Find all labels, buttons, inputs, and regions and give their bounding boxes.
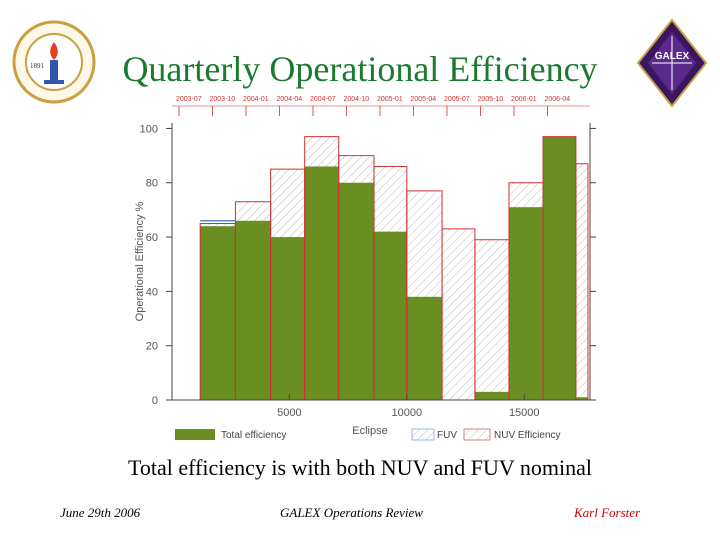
legend-total-swatch (175, 429, 215, 440)
total-efficiency-bar (508, 207, 544, 400)
seal-year: 1891 (30, 62, 45, 70)
total-efficiency-bar (270, 237, 305, 400)
quarter-label: 2006-01 (511, 96, 537, 103)
quarter-label: 2004-07 (310, 96, 336, 103)
quarter-label: 2003-07 (176, 96, 202, 103)
footer-date: June 29th 2006 (60, 505, 141, 520)
y-tick-label: 0 (152, 395, 158, 407)
y-tick-label: 80 (146, 178, 158, 190)
total-efficiency-bar (200, 226, 236, 400)
total-efficiency-bar (304, 166, 339, 400)
total-efficiency-bar (543, 136, 576, 400)
quarter-label: 2006-04 (545, 96, 571, 103)
quarter-label: 2005-04 (411, 96, 437, 103)
total-efficiency-bar (338, 182, 374, 400)
total-efficiency-bar (373, 231, 407, 400)
slide-title: Quarterly Operational Efficiency (122, 49, 598, 89)
quarter-label: 2004-04 (277, 96, 303, 103)
total-efficiency-bar (406, 296, 443, 400)
y-tick-label: 100 (140, 123, 158, 135)
legend-nuv-label: NUV Efficiency (494, 430, 561, 441)
quarter-label: 2005-10 (478, 96, 504, 103)
slide-subtitle: Total efficiency is with both NUV and FU… (127, 455, 593, 480)
galex-logo-icon: GALEX (636, 18, 708, 108)
y-tick-label: 60 (146, 232, 158, 244)
nuv-hatch-bar (575, 163, 588, 400)
x-tick-label: 15000 (509, 407, 540, 419)
quarter-label: 2004-01 (243, 96, 269, 103)
total-efficiency-bar (474, 391, 509, 400)
legend-fuv-swatch (411, 428, 435, 441)
quarter-label: 2005-07 (444, 96, 470, 103)
legend-fuv-label: FUV (437, 430, 457, 441)
footer-event: GALEX Operations Review (280, 505, 423, 520)
quarter-label: 2003-10 (210, 96, 236, 103)
y-axis-label: Operational Efficiency % (134, 201, 146, 321)
nuv-hatch-bar (474, 239, 509, 400)
x-tick-label: 5000 (277, 407, 301, 419)
total-efficiency-bar (235, 220, 271, 400)
galex-logo-text: GALEX (655, 51, 690, 62)
legend-nuv-swatch (463, 428, 491, 441)
y-tick-label: 20 (146, 341, 158, 353)
nuv-hatch-bar (442, 228, 475, 400)
x-axis-label: Eclipse (352, 425, 387, 437)
nuv-efficiency-step (575, 163, 589, 400)
legend-total-label: Total efficiency (221, 430, 286, 441)
quarter-label: 2005-01 (377, 96, 403, 103)
x-tick-label: 10000 (392, 407, 423, 419)
y-tick-label: 40 (146, 286, 158, 298)
footer-author: Karl Forster (574, 505, 641, 520)
quarter-label: 2004-10 (344, 96, 370, 103)
caltech-seal-icon: 1891 (12, 20, 96, 104)
total-efficiency-bar (575, 397, 588, 400)
